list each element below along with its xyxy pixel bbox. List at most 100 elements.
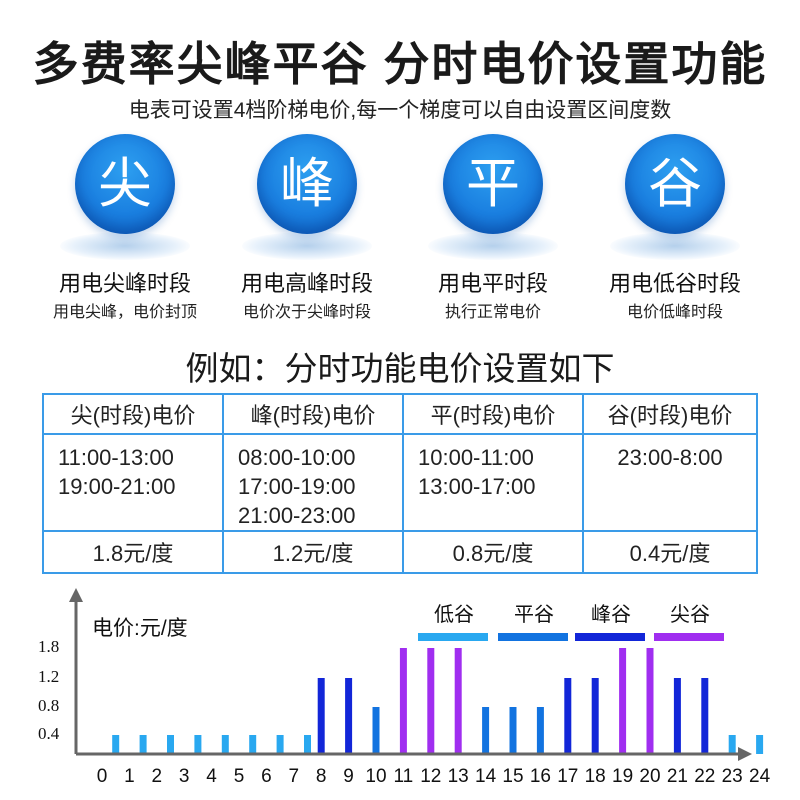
chart-bar (619, 648, 627, 754)
period-item-jian: 尖 用电尖峰时段 用电尖峰，电价封顶 (35, 132, 215, 332)
y-tick-label: 1.2 (38, 667, 60, 686)
page-title: 多费率尖峰平谷 分时电价设置功能 (32, 38, 768, 90)
chart-bar (427, 648, 435, 754)
chart-bar (701, 678, 709, 754)
x-tick-label: 12 (420, 766, 442, 787)
chart-bar (372, 707, 380, 754)
x-tick-label: 8 (315, 766, 327, 787)
chart-ylabel: 电价:元/度 (92, 617, 188, 640)
chart-bar (646, 648, 654, 754)
legend-label: 尖谷 (670, 604, 710, 626)
table-cell-times: 08:00-10:00 17:00-19:00 21:00-23:00 (222, 433, 404, 532)
period-desc: 电价次于尖峰时段 (242, 304, 371, 321)
chart-bar (399, 648, 407, 754)
chart-bar (536, 707, 544, 754)
x-tick-label: 1 (124, 766, 135, 787)
x-tick-label: 2 (151, 766, 163, 787)
x-tick-label: 13 (447, 766, 469, 787)
chart-bar (249, 735, 257, 754)
legend-swatch (575, 633, 645, 641)
chart-bar (304, 735, 311, 754)
x-tick-label: 5 (233, 766, 245, 787)
chart-bar (673, 678, 681, 754)
legend-label: 低谷 (434, 604, 474, 626)
table-cell-times: 23:00-8:00 (582, 433, 758, 532)
x-tick-label: 23 (721, 766, 743, 787)
x-tick-label: 21 (666, 766, 688, 787)
legend-label: 平谷 (514, 604, 554, 626)
chart-bar (345, 678, 353, 754)
legend-swatch (418, 633, 488, 641)
table-cell-price: 1.2元/度 (222, 530, 404, 574)
circle-shadow (428, 232, 558, 260)
chart-bar (112, 735, 120, 754)
y-tick-label: 0.8 (38, 696, 60, 715)
table-cell-price: 0.4元/度 (582, 530, 758, 574)
x-tick-label: 20 (639, 766, 661, 787)
x-tick-label: 11 (393, 766, 414, 787)
x-tick-label: 14 (475, 766, 497, 787)
table-header: 峰(时段)电价 (222, 393, 404, 435)
table-cell-times: 10:00-11:00 13:00-17:00 (402, 433, 584, 532)
legend-label: 峰谷 (591, 604, 631, 626)
time-range: 10:00-11:00 (418, 445, 534, 470)
period-desc: 电价低峰时段 (626, 304, 723, 321)
legend-item-jiangu: 尖谷 (654, 598, 726, 641)
x-tick-label: 15 (502, 766, 524, 787)
table-cell-price: 1.8元/度 (42, 530, 224, 574)
period-desc: 用电尖峰，电价封顶 (52, 304, 197, 321)
example-heading: 例如：分时功能电价设置如下 (185, 350, 615, 387)
period-desc: 执行正常电价 (444, 304, 541, 321)
period-circles: 尖 用电尖峰时段 用电尖峰，电价封顶 峰 用电高峰时段 电价次于尖峰时段 平 用… (0, 132, 800, 332)
x-tick-label: 9 (343, 766, 354, 787)
legend-item-fenggu: 峰谷 (575, 598, 647, 641)
table-header-row: 尖(时段)电价 峰(时段)电价 平(时段)电价 谷(时段)电价 (42, 393, 758, 435)
time-range: 17:00-19:00 (238, 474, 356, 499)
x-tick-label: 17 (557, 766, 579, 787)
period-item-gu: 谷 用电低谷时段 电价低峰时段 (585, 132, 765, 332)
table-cell-price: 0.8元/度 (402, 530, 584, 574)
circle-shadow (60, 232, 190, 260)
chart-bar (509, 707, 517, 754)
y-axis-arrow (69, 588, 83, 602)
x-tick-label: 0 (96, 766, 108, 787)
period-circle-ping: 平 (443, 134, 543, 234)
period-item-ping: 平 用电平时段 执行正常电价 (403, 132, 583, 332)
x-tick-label: 6 (261, 766, 272, 787)
chart-bar (482, 707, 490, 754)
chart-bar (728, 735, 736, 754)
x-tick-label: 3 (178, 766, 190, 787)
chart-bar (317, 678, 325, 754)
legend-swatch (498, 633, 568, 641)
x-tick-label: 18 (584, 766, 606, 787)
chart-bar (276, 735, 284, 754)
chart-plot (69, 588, 764, 761)
legend-item-pinggu: 平谷 (498, 598, 570, 641)
table-cell-times: 11:00-13:00 19:00-21:00 (42, 433, 224, 532)
x-tick-label: 16 (529, 766, 551, 787)
period-circle-gu: 谷 (625, 134, 725, 234)
table-header: 平(时段)电价 (402, 393, 584, 435)
circle-shadow (242, 232, 372, 260)
time-range: 23:00-8:00 (617, 445, 723, 470)
period-label: 用电高峰时段 (240, 271, 373, 296)
x-tick-label: 4 (206, 766, 217, 787)
chart-bar (454, 648, 462, 754)
time-range: 19:00-21:00 (58, 474, 176, 499)
period-label: 用电平时段 (437, 271, 548, 296)
chart-bar (564, 678, 572, 754)
x-tick-label: 22 (694, 766, 716, 787)
period-label: 用电尖峰时段 (58, 271, 191, 296)
x-tick-label: 7 (288, 766, 300, 787)
page-subtitle: 电表可设置4档阶梯电价,每一个梯度可以自由设置区间度数 (128, 99, 672, 122)
chart-bar (167, 735, 174, 754)
x-tick-label: 24 (749, 766, 771, 787)
table-header: 尖(时段)电价 (42, 393, 224, 435)
table-header: 谷(时段)电价 (582, 393, 758, 435)
period-circle-jian: 尖 (75, 134, 175, 234)
y-tick-label: 1.8 (38, 637, 60, 656)
bar-group (112, 648, 764, 754)
time-range: 08:00-10:00 (238, 445, 356, 470)
circle-shadow (610, 232, 740, 260)
period-label: 用电低谷时段 (608, 271, 741, 296)
